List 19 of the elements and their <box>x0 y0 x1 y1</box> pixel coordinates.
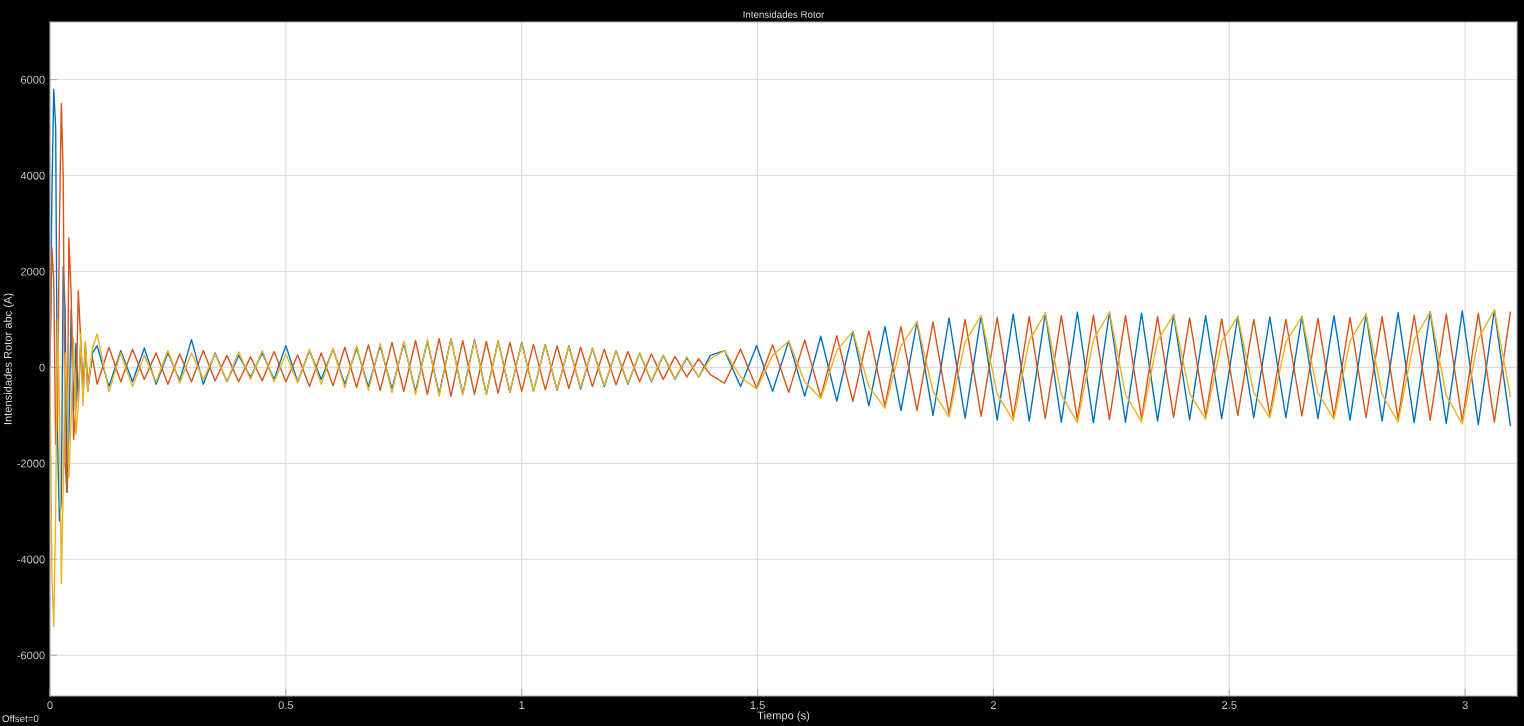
x-axis-title: Tiempo (s) <box>757 711 810 722</box>
x-tick-label: 3 <box>1462 701 1468 710</box>
y-tick-label: -6000 <box>17 651 45 660</box>
y-tick-label: 6000 <box>20 75 45 84</box>
y-axis-title: Intensidades Rotor abc (A) <box>3 293 14 425</box>
y-tick-label: 4000 <box>20 171 45 180</box>
y-tick-label: 0 <box>39 363 45 372</box>
line-series <box>50 309 1512 628</box>
x-tick-label: 2 <box>990 701 996 709</box>
x-tick-label: 2.5 <box>1222 701 1237 710</box>
text: Offset=0 <box>2 714 39 723</box>
chart-title: Intensidades Rotor <box>743 10 825 18</box>
x-tick-label: 1.5 <box>750 701 765 710</box>
x-tick-label: 1 <box>519 701 525 709</box>
y-tick-label: -4000 <box>17 555 45 564</box>
y-tick-label: 2000 <box>20 267 45 276</box>
y-tick-label: -2000 <box>17 459 45 468</box>
x-tick-label: 0.5 <box>278 701 294 710</box>
x-tick-label: 0 <box>47 701 53 710</box>
